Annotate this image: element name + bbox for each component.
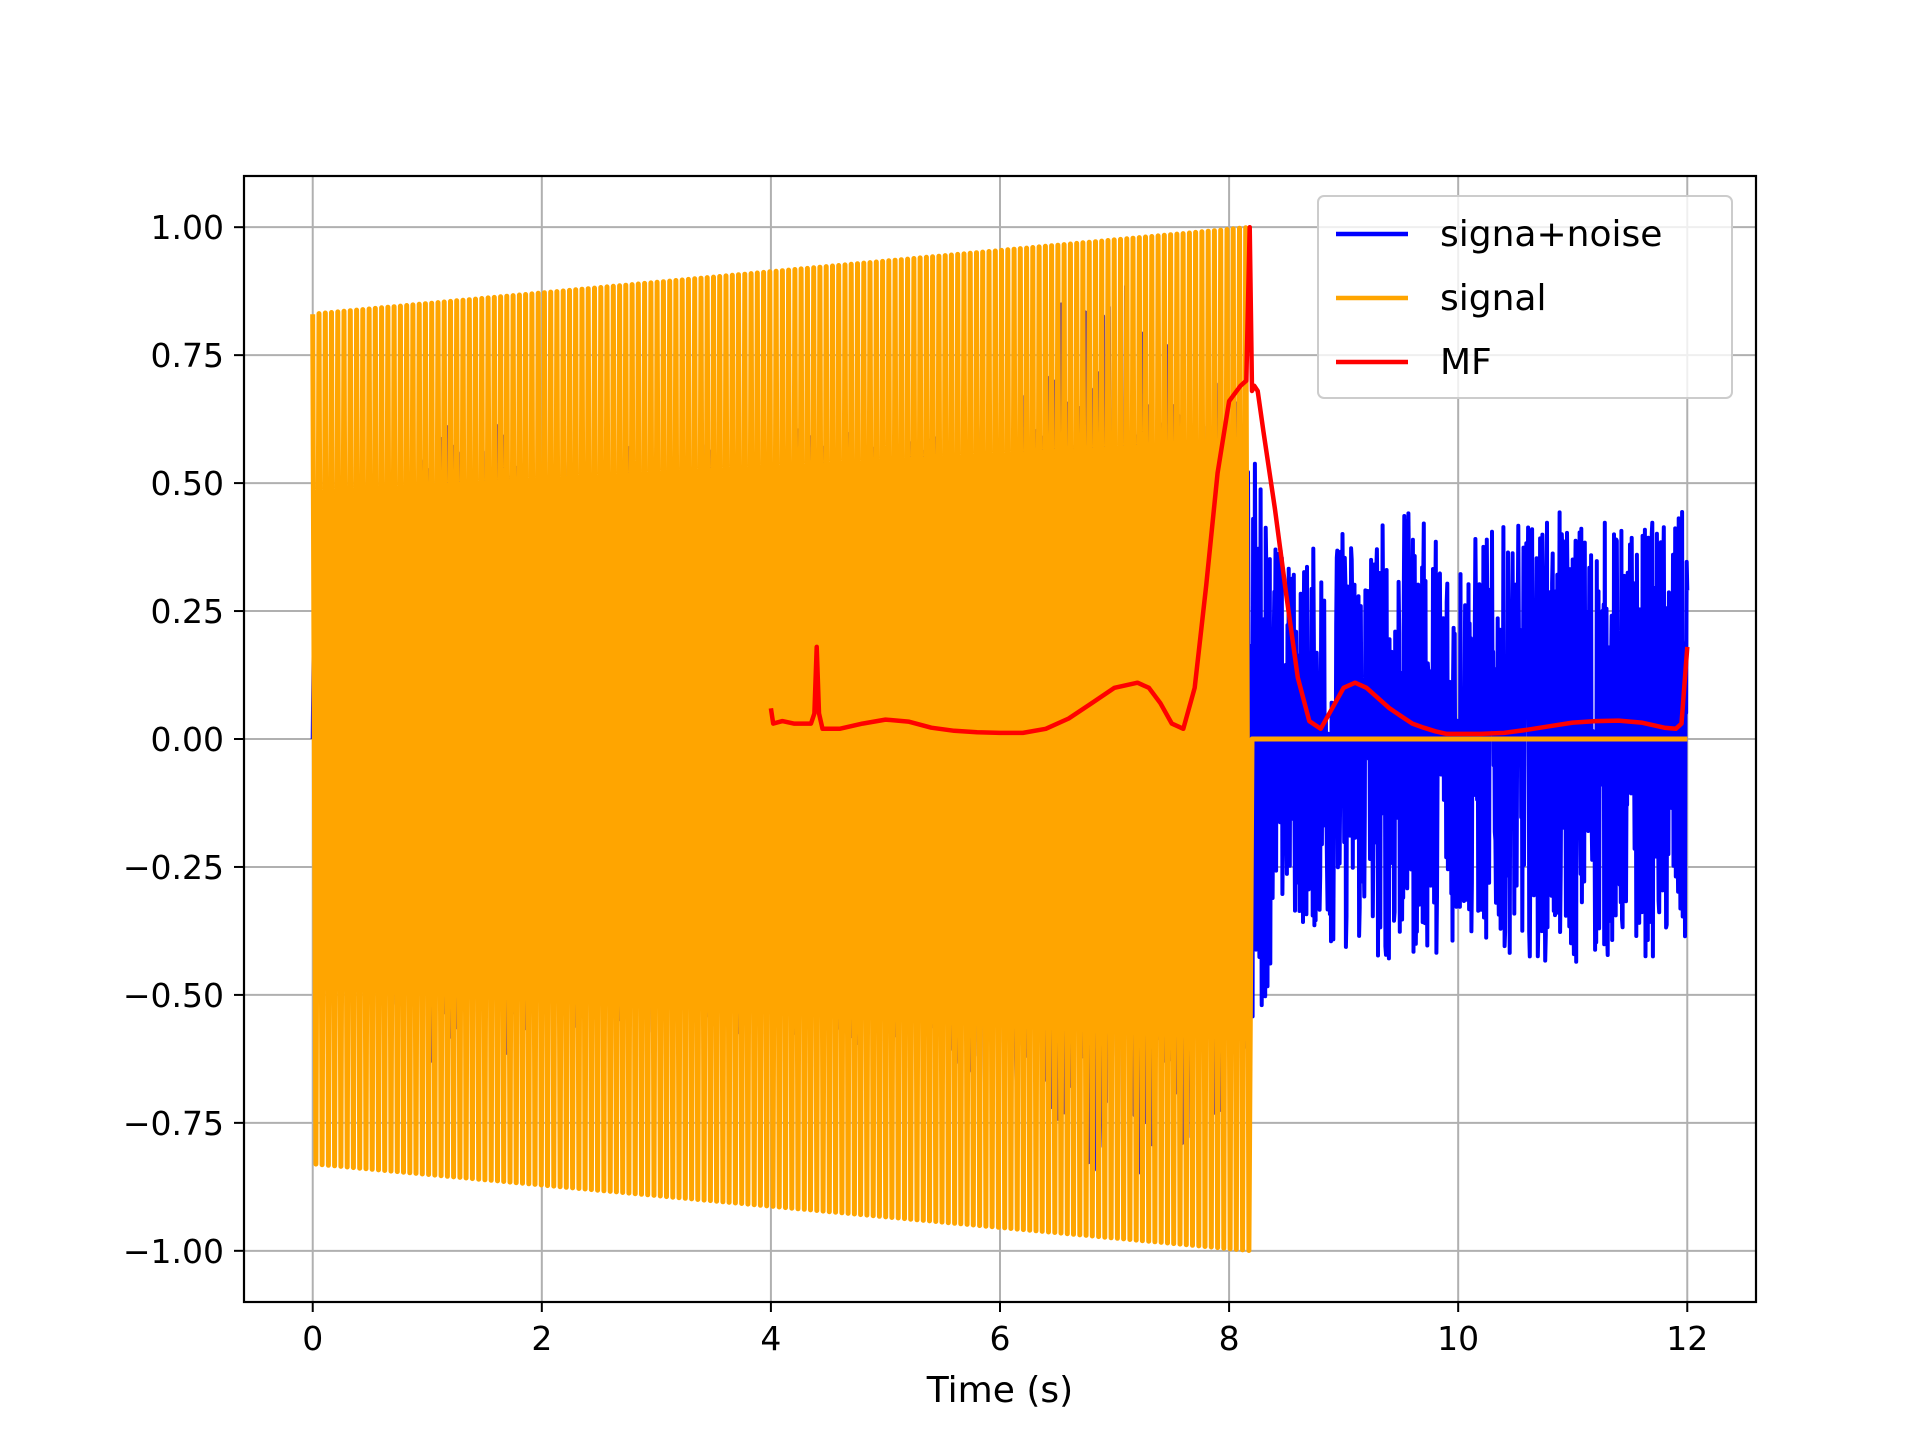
y-tick-label: 0.00 bbox=[151, 720, 224, 759]
legend-box bbox=[1317, 195, 1733, 399]
y-tick-label: −0.25 bbox=[123, 848, 224, 887]
y-tick-label: −0.50 bbox=[123, 976, 224, 1015]
y-tick-label: 0.25 bbox=[151, 592, 224, 631]
series-line-mf bbox=[768, 224, 1690, 737]
y-tick-label: 0.75 bbox=[151, 336, 224, 375]
legend-label: signa+noise bbox=[1440, 214, 1662, 255]
y-tick-label: 1.00 bbox=[151, 208, 224, 247]
y-tick-label: −0.75 bbox=[123, 1104, 224, 1143]
x-tick-label: 12 bbox=[1666, 1319, 1708, 1358]
plot-area bbox=[310, 224, 1690, 1253]
series-line-signal bbox=[310, 225, 1688, 1253]
legend-label: MF bbox=[1440, 342, 1492, 383]
x-tick-label: 8 bbox=[1219, 1319, 1240, 1358]
x-axis-label: Time (s) bbox=[926, 1370, 1073, 1411]
y-tick-label: −1.00 bbox=[123, 1232, 224, 1271]
x-tick-label: 6 bbox=[990, 1319, 1011, 1358]
x-tick-label: 10 bbox=[1437, 1319, 1479, 1358]
ticks: 0 2 4 6 8 10 12 1.00 0.75 0.50 0.25 0.00 −0.25 −0.50 −… bbox=[123, 208, 1708, 1358]
x-tick-label: 2 bbox=[531, 1319, 552, 1358]
legend-label: signal bbox=[1440, 278, 1547, 319]
legend: signa+noise signal MF bbox=[1317, 195, 1733, 399]
y-tick-label: 0.50 bbox=[151, 464, 224, 503]
x-tick-label: 0 bbox=[302, 1319, 323, 1358]
x-tick-label: 4 bbox=[760, 1319, 781, 1358]
